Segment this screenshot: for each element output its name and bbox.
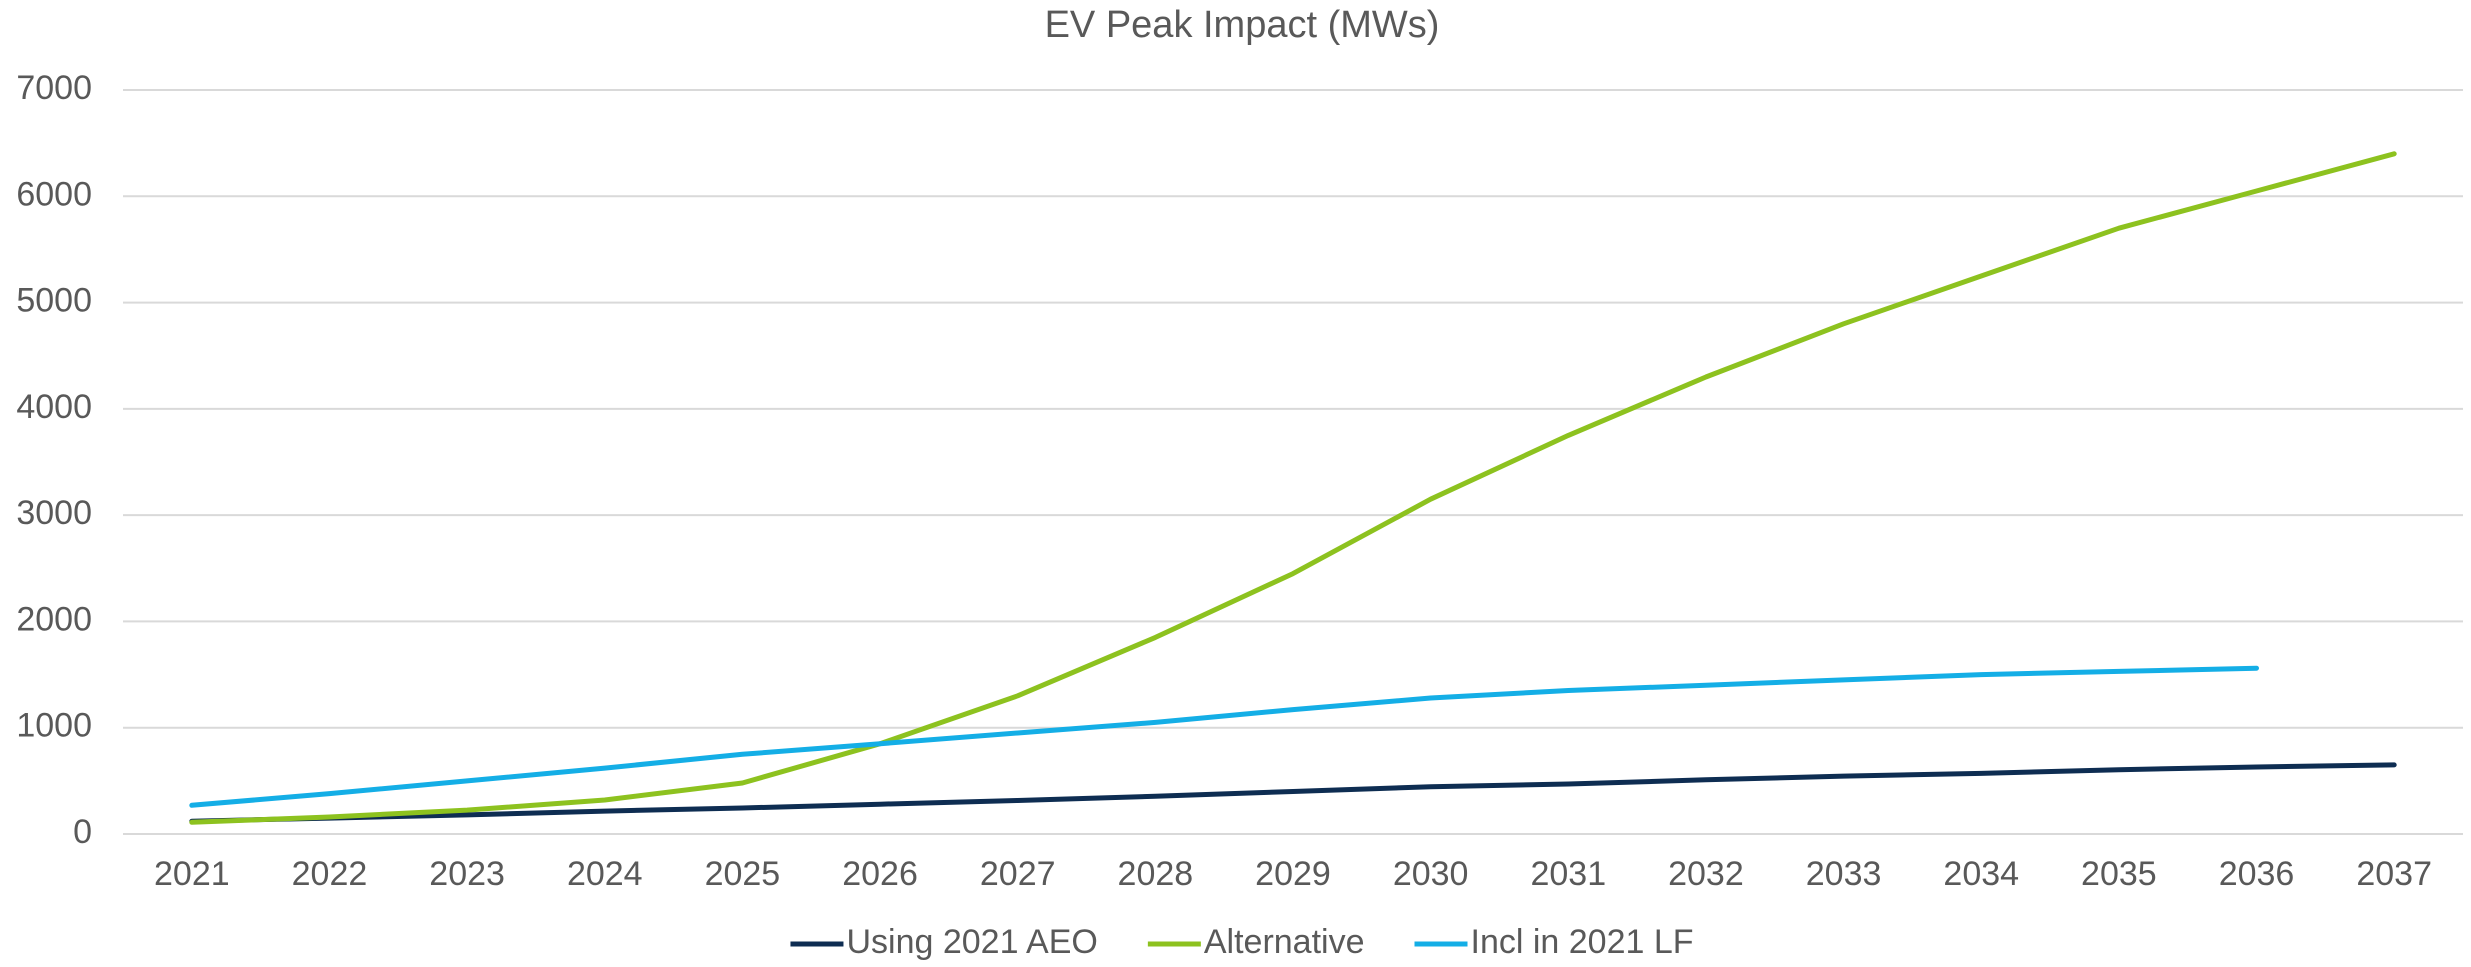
x-tick-label: 2026 (842, 855, 918, 893)
legend-label: Incl in 2021 LF (1471, 923, 1694, 961)
series-line (189, 762, 2397, 824)
legend-label: Alternative (1204, 923, 1365, 961)
x-tick-label: 2030 (1393, 855, 1469, 893)
y-tick-label: 5000 (16, 282, 92, 320)
series-line (189, 665, 2259, 808)
x-tick-label: 2027 (980, 855, 1056, 893)
x-tick-label: 2022 (292, 855, 368, 893)
y-tick-label: 2000 (16, 600, 92, 638)
x-tick-label: 2023 (429, 855, 505, 893)
legend-label: Using 2021 AEO (846, 923, 1097, 961)
x-tick-label: 2024 (567, 855, 643, 893)
x-tick-label: 2029 (1255, 855, 1331, 893)
x-tick-label: 2032 (1668, 855, 1744, 893)
x-tick-label: 2037 (2356, 855, 2432, 893)
series-line (189, 151, 2397, 825)
x-tick-label: 2028 (1118, 855, 1194, 893)
y-tick-label: 7000 (16, 69, 92, 107)
y-tick-label: 4000 (16, 388, 92, 426)
y-tick-label: 1000 (16, 707, 92, 745)
y-tick-label: 0 (73, 813, 92, 851)
x-tick-label: 2033 (1806, 855, 1882, 893)
x-tick-label: 2025 (705, 855, 781, 893)
x-tick-label: 2036 (2219, 855, 2295, 893)
x-tick-label: 2031 (1530, 855, 1606, 893)
x-tick-label: 2021 (154, 855, 230, 893)
x-tick-label: 2034 (1943, 855, 2019, 893)
y-tick-label: 3000 (16, 494, 92, 532)
chart-title: EV Peak Impact (MWs) (1045, 4, 1440, 46)
y-tick-label: 6000 (16, 175, 92, 213)
x-tick-label: 2035 (2081, 855, 2157, 893)
